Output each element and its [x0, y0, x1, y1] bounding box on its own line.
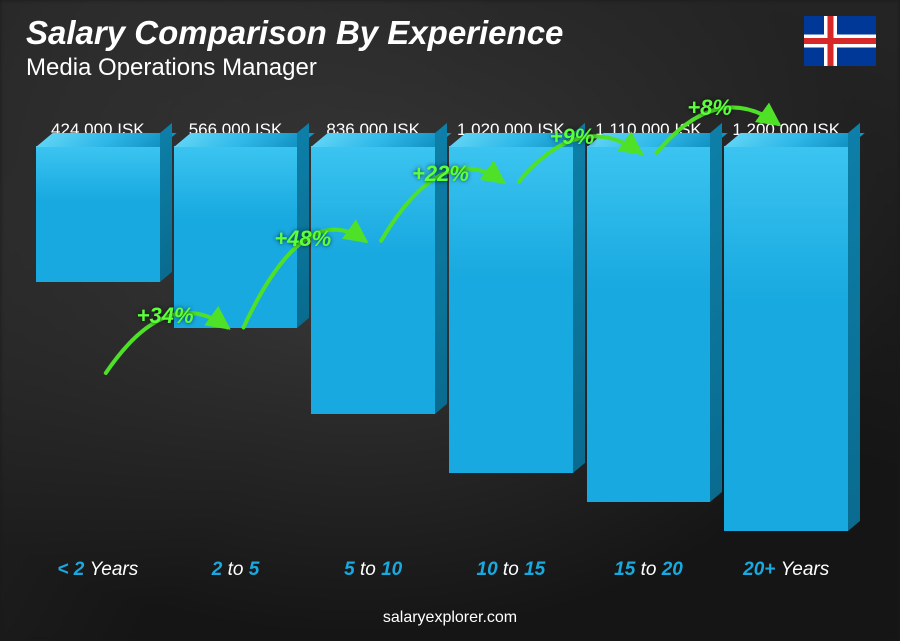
x-axis-label: 2 to 5 — [174, 559, 298, 581]
growth-pct-label: +22% — [412, 161, 469, 187]
chart-content: Salary Comparison By Experience Media Op… — [0, 0, 900, 641]
bar — [36, 146, 160, 282]
growth-pct-label: +8% — [687, 95, 732, 121]
x-axis-labels: < 2 Years 2 to 5 5 to 10 10 to 15 15 to 20 20… — [36, 559, 848, 581]
x-axis-label: 10 to 15 — [449, 559, 573, 581]
x-axis-label: 15 to 20 — [587, 559, 711, 581]
iceland-flag-icon — [804, 16, 876, 66]
growth-pct-label: +34% — [137, 303, 194, 329]
bar-column: 1,110,000 ISK — [587, 120, 711, 545]
growth-pct-label: +9% — [550, 124, 595, 150]
bar — [587, 146, 711, 502]
x-axis-label: < 2 Years — [36, 559, 160, 581]
chart-subtitle: Media Operations Manager — [26, 54, 874, 82]
bar — [724, 146, 848, 531]
bar — [449, 146, 573, 473]
x-axis-label: 5 to 10 — [311, 559, 435, 581]
header: Salary Comparison By Experience Media Op… — [26, 14, 874, 82]
bar-column: 1,200,000 ISK — [724, 120, 848, 545]
x-axis-label: 20+ Years — [724, 559, 848, 581]
bar-column: 424,000 ISK — [36, 120, 160, 545]
footer-attribution: salaryexplorer.com — [0, 609, 900, 627]
growth-pct-label: +48% — [274, 226, 331, 252]
bar-column: 566,000 ISK — [174, 120, 298, 545]
chart-title: Salary Comparison By Experience — [26, 14, 874, 52]
